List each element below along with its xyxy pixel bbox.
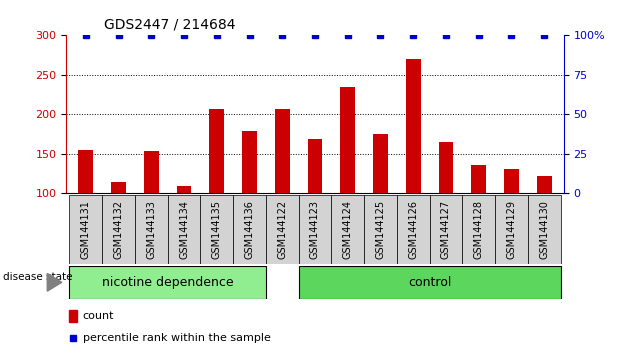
Text: GSM144126: GSM144126 bbox=[408, 200, 418, 259]
FancyBboxPatch shape bbox=[69, 266, 266, 299]
FancyBboxPatch shape bbox=[266, 195, 299, 264]
Bar bbox=[176, 186, 192, 193]
FancyBboxPatch shape bbox=[528, 195, 561, 264]
FancyBboxPatch shape bbox=[135, 195, 168, 264]
Bar bbox=[111, 182, 126, 193]
Text: GSM144130: GSM144130 bbox=[539, 200, 549, 259]
Bar bbox=[373, 134, 388, 193]
FancyBboxPatch shape bbox=[331, 195, 364, 264]
Text: GSM144135: GSM144135 bbox=[212, 200, 222, 259]
Bar bbox=[209, 109, 224, 193]
FancyBboxPatch shape bbox=[233, 195, 266, 264]
Text: GSM144134: GSM144134 bbox=[179, 200, 189, 259]
FancyBboxPatch shape bbox=[495, 195, 528, 264]
Text: disease state: disease state bbox=[3, 272, 72, 282]
Bar bbox=[406, 59, 421, 193]
Bar bbox=[144, 151, 159, 193]
Text: GSM144133: GSM144133 bbox=[146, 200, 156, 259]
Text: GSM144123: GSM144123 bbox=[310, 200, 320, 259]
FancyBboxPatch shape bbox=[200, 195, 233, 264]
FancyBboxPatch shape bbox=[364, 195, 397, 264]
FancyBboxPatch shape bbox=[430, 195, 462, 264]
FancyBboxPatch shape bbox=[69, 195, 102, 264]
Text: count: count bbox=[83, 311, 114, 321]
Bar bbox=[242, 131, 257, 193]
Text: GSM144127: GSM144127 bbox=[441, 200, 451, 259]
Text: percentile rank within the sample: percentile rank within the sample bbox=[83, 332, 270, 343]
Text: GSM144129: GSM144129 bbox=[507, 200, 517, 259]
Text: GSM144132: GSM144132 bbox=[113, 200, 123, 259]
Text: GSM144122: GSM144122 bbox=[277, 200, 287, 259]
Bar bbox=[69, 310, 77, 322]
Text: GSM144124: GSM144124 bbox=[343, 200, 353, 259]
Text: GSM144136: GSM144136 bbox=[244, 200, 255, 259]
Bar bbox=[537, 176, 552, 193]
Text: control: control bbox=[408, 276, 451, 289]
FancyBboxPatch shape bbox=[397, 195, 430, 264]
Bar bbox=[438, 142, 454, 193]
Bar bbox=[504, 169, 519, 193]
FancyBboxPatch shape bbox=[299, 266, 561, 299]
FancyBboxPatch shape bbox=[462, 195, 495, 264]
Text: GDS2447 / 214684: GDS2447 / 214684 bbox=[104, 18, 236, 32]
Bar bbox=[78, 150, 93, 193]
Text: nicotine dependence: nicotine dependence bbox=[102, 276, 234, 289]
FancyBboxPatch shape bbox=[102, 195, 135, 264]
Text: GSM144128: GSM144128 bbox=[474, 200, 484, 259]
Text: GSM144131: GSM144131 bbox=[81, 200, 91, 259]
Bar bbox=[307, 139, 323, 193]
Bar bbox=[471, 165, 486, 193]
Text: GSM144125: GSM144125 bbox=[375, 200, 386, 259]
FancyBboxPatch shape bbox=[299, 195, 331, 264]
FancyBboxPatch shape bbox=[168, 195, 200, 264]
Bar bbox=[275, 109, 290, 193]
Bar bbox=[340, 87, 355, 193]
